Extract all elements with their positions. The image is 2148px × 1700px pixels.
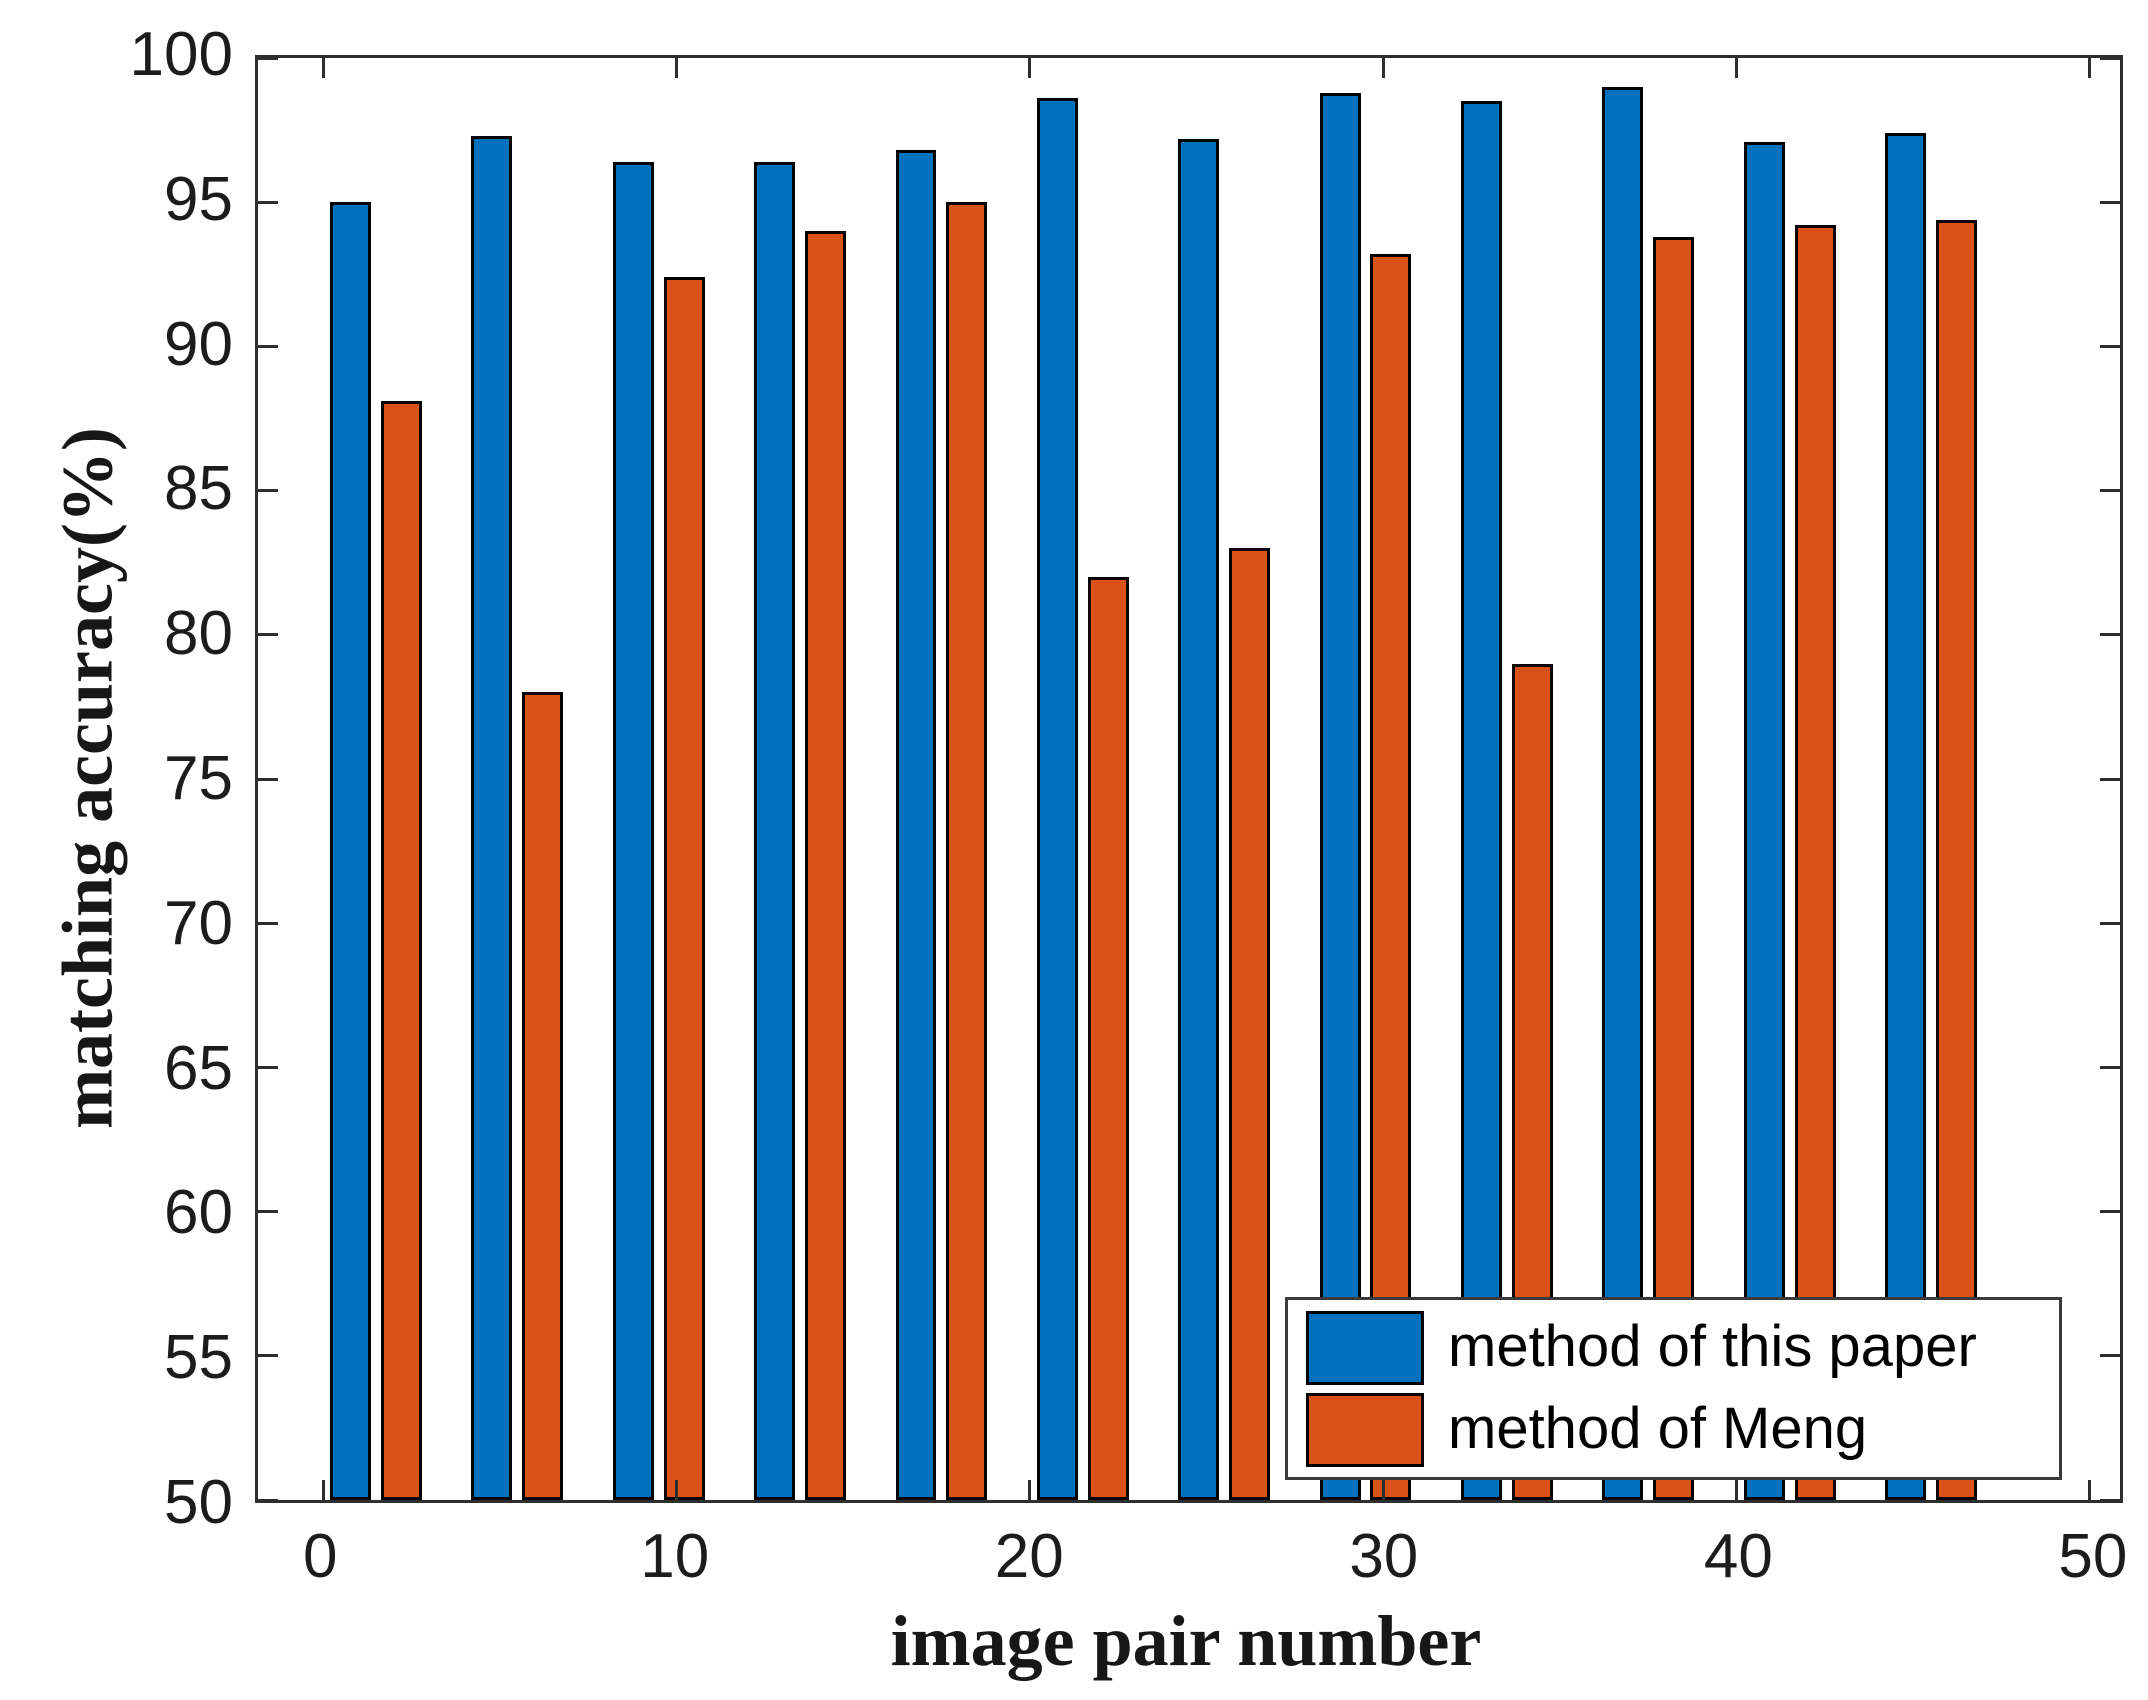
y-tick-label-80: 80 bbox=[164, 599, 233, 669]
x-tick-label-10: 10 bbox=[640, 1522, 710, 1591]
x-tick-label-40: 40 bbox=[1703, 1522, 1773, 1591]
y-tick-right-75 bbox=[2100, 777, 2120, 781]
x-tick-30 bbox=[1381, 1480, 1385, 1500]
y-tick-right-50 bbox=[2100, 1498, 2120, 1502]
x-tick-50 bbox=[2088, 1480, 2092, 1500]
y-tick-label-95: 95 bbox=[164, 164, 233, 234]
y-tick-50 bbox=[258, 1498, 278, 1502]
y-tick-label-75: 75 bbox=[164, 744, 233, 813]
bar-paper-group12 bbox=[1884, 132, 1926, 1500]
x-axis-title: image pair number bbox=[890, 1601, 1482, 1681]
legend-entry-paper: method of this paper bbox=[1306, 1310, 2059, 1385]
y-tick-70 bbox=[258, 921, 278, 925]
y-axis-title: matching accuracy(%) bbox=[47, 427, 128, 1129]
x-tick-top-0 bbox=[321, 58, 325, 78]
y-tick-75 bbox=[258, 777, 278, 781]
x-tick-label-30: 30 bbox=[1349, 1522, 1419, 1591]
bar-paper-group9 bbox=[1460, 101, 1502, 1500]
y-tick-right-60 bbox=[2100, 1210, 2120, 1214]
bar-meng-group1 bbox=[380, 401, 422, 1500]
x-tick-label-20: 20 bbox=[994, 1522, 1064, 1591]
bar-paper-group11 bbox=[1743, 141, 1785, 1500]
y-tick-right-100 bbox=[2100, 56, 2120, 60]
legend-entry-meng: method of Meng bbox=[1306, 1392, 2059, 1467]
legend-label-meng: method of Meng bbox=[1448, 1396, 1868, 1462]
y-tick-right-65 bbox=[2100, 1065, 2120, 1069]
bar-paper-group3 bbox=[612, 161, 654, 1500]
y-tick-label-65: 65 bbox=[164, 1033, 233, 1103]
bar-meng-group10 bbox=[1653, 236, 1695, 1500]
x-tick-top-10 bbox=[674, 58, 678, 78]
y-tick-label-90: 90 bbox=[164, 309, 233, 379]
bar-meng-group2 bbox=[522, 692, 564, 1500]
x-tick-0 bbox=[321, 1480, 325, 1500]
y-tick-label-85: 85 bbox=[164, 454, 233, 524]
y-tick-label-70: 70 bbox=[164, 888, 233, 958]
y-tick-right-80 bbox=[2100, 633, 2120, 637]
bar-meng-group7 bbox=[1229, 548, 1271, 1500]
x-tick-top-30 bbox=[1381, 58, 1385, 78]
legend-label-paper: method of this paper bbox=[1448, 1314, 1977, 1380]
bar-meng-group8 bbox=[1370, 254, 1412, 1500]
bar-meng-group12 bbox=[1935, 219, 1977, 1500]
plot-area bbox=[255, 55, 2123, 1503]
x-tick-top-20 bbox=[1028, 58, 1032, 78]
bar-paper-group4 bbox=[754, 161, 796, 1500]
y-tick-100 bbox=[258, 56, 278, 60]
bar-meng-group11 bbox=[1794, 225, 1836, 1500]
x-tick-10 bbox=[674, 1480, 678, 1500]
y-tick-60 bbox=[258, 1210, 278, 1214]
y-tick-right-85 bbox=[2100, 489, 2120, 493]
y-tick-right-70 bbox=[2100, 921, 2120, 925]
x-tick-label-0: 0 bbox=[302, 1522, 338, 1591]
y-tick-55 bbox=[258, 1354, 278, 1358]
legend-swatch-paper bbox=[1306, 1310, 1424, 1385]
bar-paper-group7 bbox=[1178, 138, 1220, 1500]
y-tick-label-50: 50 bbox=[164, 1468, 233, 1537]
bar-meng-group3 bbox=[663, 277, 705, 1500]
y-tick-right-55 bbox=[2100, 1354, 2120, 1358]
bar-paper-group1 bbox=[330, 202, 372, 1500]
y-tick-80 bbox=[258, 633, 278, 637]
legend-swatch-meng bbox=[1306, 1392, 1424, 1467]
bar-paper-group6 bbox=[1036, 98, 1078, 1500]
y-tick-label-60: 60 bbox=[164, 1178, 233, 1248]
bar-paper-group10 bbox=[1602, 86, 1644, 1500]
y-tick-right-95 bbox=[2100, 200, 2120, 204]
y-tick-90 bbox=[258, 344, 278, 348]
x-tick-20 bbox=[1028, 1480, 1032, 1500]
x-tick-top-50 bbox=[2088, 58, 2092, 78]
y-tick-right-90 bbox=[2100, 344, 2120, 348]
x-tick-label-50: 50 bbox=[2058, 1522, 2128, 1591]
bar-meng-group6 bbox=[1087, 577, 1129, 1500]
y-tick-65 bbox=[258, 1065, 278, 1069]
legend: method of this paper method of Meng bbox=[1285, 1297, 2062, 1480]
y-tick-95 bbox=[258, 200, 278, 204]
bar-meng-group4 bbox=[805, 231, 847, 1500]
bar-paper-group2 bbox=[471, 135, 513, 1500]
bar-paper-group8 bbox=[1319, 92, 1361, 1500]
bar-meng-group5 bbox=[946, 202, 988, 1500]
bar-paper-group5 bbox=[895, 150, 937, 1500]
x-tick-40 bbox=[1735, 1480, 1739, 1500]
x-tick-top-40 bbox=[1735, 58, 1739, 78]
y-tick-label-55: 55 bbox=[164, 1323, 233, 1393]
y-tick-85 bbox=[258, 489, 278, 493]
y-tick-label-100: 100 bbox=[129, 20, 233, 89]
